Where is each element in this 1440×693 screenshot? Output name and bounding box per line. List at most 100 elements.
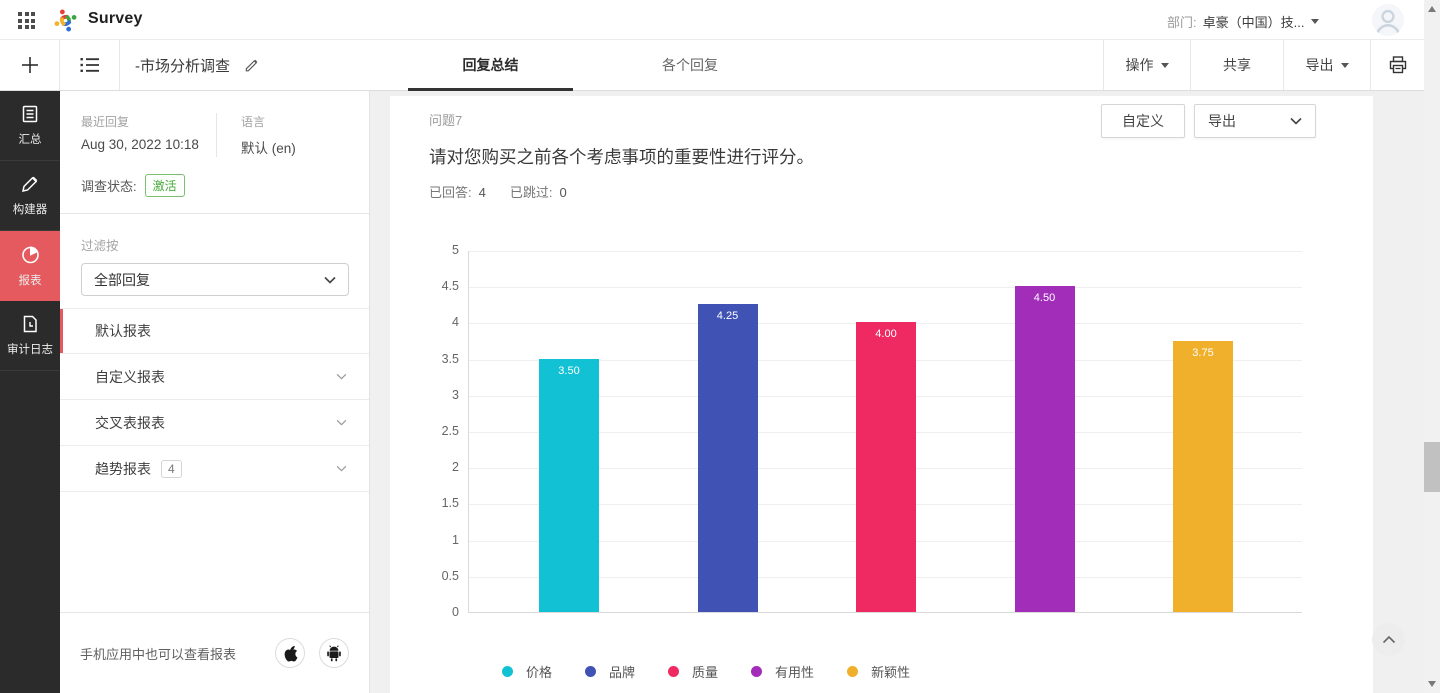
summary-icon (22, 105, 38, 123)
mobile-note: 手机应用中也可以查看报表 (80, 646, 237, 662)
legend-label: 价格 (526, 665, 553, 680)
report-item-default[interactable]: 默认报表 (60, 308, 369, 354)
report-item-label: 交叉表报表 (95, 414, 165, 431)
android-app-button[interactable] (319, 638, 349, 668)
legend-label: 质量 (692, 665, 719, 680)
chart-bar-质量: 4.00 (856, 322, 916, 612)
tab-label: 回复总结 (462, 57, 519, 73)
chart-bar-新颖性: 3.75 (1173, 340, 1233, 612)
report-item-crosstab[interactable]: 交叉表报表 (60, 400, 369, 446)
main-content-area: 问题7 自定义 导出 请对您购买之前各个考虑事项的重要性进行评分。 已回答: 4 已… (370, 91, 1424, 693)
survey-list-button[interactable] (60, 40, 120, 90)
y-axis-tick: 1.5 (441, 496, 459, 511)
sidebar-item-reports[interactable]: 报表 (0, 231, 60, 301)
scrollbar-down-icon[interactable] (1428, 681, 1436, 687)
filter-selected-value: 全部回复 (94, 271, 150, 288)
caret-down-icon (1160, 62, 1169, 68)
mobile-apps-section: 手机应用中也可以查看报表 (60, 612, 369, 693)
chevron-down-icon (324, 276, 336, 284)
tab-response-summary[interactable]: 回复总结 (408, 40, 573, 91)
survey-title-wrap: -市场分析调查 (135, 40, 260, 90)
customize-button[interactable]: 自定义 (1101, 104, 1185, 138)
sidebar-item-audit-log[interactable]: 审计日志 (0, 301, 60, 371)
response-filter-select[interactable]: 全部回复 (81, 263, 349, 296)
chart-legend: 价格 品牌 质量 有用性 新颖性 (502, 662, 910, 681)
plus-icon (21, 57, 38, 73)
sidebar-item-label: 报表 (18, 274, 42, 287)
app-grid-icon[interactable] (18, 12, 35, 29)
answered-value: 4 (478, 185, 486, 200)
question-export-select[interactable]: 导出 (1194, 104, 1316, 138)
sidebar-item-summary[interactable]: 汇总 (0, 91, 60, 161)
share-label: 共享 (1223, 57, 1251, 73)
legend-item-品牌[interactable]: 品牌 (585, 662, 635, 681)
survey-title: -市场分析调查 (135, 57, 230, 75)
apple-icon (284, 645, 297, 662)
chart-bar-品牌: 4.25 (697, 304, 758, 612)
gridline (469, 251, 1302, 252)
new-survey-button[interactable] (0, 40, 60, 90)
question-export-label: 导出 (1208, 113, 1236, 129)
report-item-label: 默认报表 (95, 323, 151, 339)
chart-bar-价格: 3.50 (539, 358, 599, 612)
module-sidebar: 汇总 构建器 报表 审计日志 (0, 91, 60, 693)
avatar[interactable] (1372, 4, 1404, 36)
y-axis-tick: 0 (452, 605, 459, 619)
bar-value-label: 4.25 (716, 310, 739, 323)
caret-down-icon (1311, 19, 1320, 24)
report-item-custom[interactable]: 自定义报表 (60, 354, 369, 400)
question-stats: 已回答: 4 已跳过: 0 (429, 182, 567, 201)
report-item-trend[interactable]: 趋势报表 4 (60, 446, 369, 492)
chevron-up-icon (1382, 635, 1395, 644)
scrollbar-up-icon[interactable] (1428, 6, 1436, 12)
toolbar-actions: 操作 共享 导出 (1103, 40, 1424, 90)
y-axis-tick: 4.5 (441, 279, 459, 294)
scrollbar-thumb[interactable] (1424, 442, 1440, 492)
question-number: 问题7 (429, 113, 463, 128)
bar-value-label: 4.00 (875, 328, 897, 341)
bar-value-label: 4.50 (1033, 292, 1056, 305)
chart-bar-有用性: 4.50 (1014, 286, 1075, 612)
chevron-down-icon (336, 465, 347, 472)
print-button[interactable] (1370, 40, 1424, 90)
legend-dot (847, 666, 859, 677)
tab-individual-responses[interactable]: 各个回复 (595, 40, 785, 90)
page-scrollbar[interactable] (1424, 0, 1440, 693)
legend-item-质量[interactable]: 质量 (668, 662, 718, 681)
app-name: Survey (88, 10, 143, 27)
language-label: 语言 (241, 115, 266, 129)
department-selector[interactable]: 部门: 卓豪（中国）技... (1167, 12, 1320, 31)
question-report-card: 问题7 自定义 导出 请对您购买之前各个考虑事项的重要性进行评分。 已回答: 4 已… (390, 96, 1373, 693)
share-button[interactable]: 共享 (1190, 40, 1283, 90)
top-app-bar: Survey 部门: 卓豪（中国）技... (0, 0, 1424, 40)
y-axis-tick: 0.5 (441, 568, 459, 583)
legend-item-新颖性[interactable]: 新颖性 (847, 662, 910, 681)
report-toolbar: -市场分析调查 回复总结 各个回复 操作 共享 导出 (0, 40, 1424, 91)
legend-dot (751, 666, 763, 677)
ios-app-button[interactable] (275, 638, 305, 668)
operations-menu-button[interactable]: 操作 (1103, 40, 1190, 90)
export-menu-button[interactable]: 导出 (1283, 40, 1370, 90)
report-list: 默认报表 自定义报表 交叉表报表 趋势报表 4 (60, 308, 369, 492)
recent-response-value: Aug 30, 2022 10:18 (81, 137, 199, 152)
survey-logo-icon (52, 7, 79, 39)
chevron-down-icon (336, 373, 347, 380)
audit-log-icon (23, 315, 37, 333)
back-to-top-button[interactable] (1372, 623, 1405, 656)
android-icon (327, 644, 341, 661)
operations-label: 操作 (1125, 57, 1154, 73)
legend-item-价格[interactable]: 价格 (502, 662, 552, 681)
sidebar-item-label: 构建器 (12, 204, 48, 216)
edit-pencil-icon[interactable] (243, 57, 260, 74)
sidebar-item-builder[interactable]: 构建器 (0, 161, 60, 231)
legend-dot (585, 666, 597, 677)
customize-label: 自定义 (1122, 113, 1164, 129)
y-axis-tick: 2 (452, 460, 459, 475)
sidebar-item-label: 汇总 (18, 134, 42, 146)
survey-status-label: 调查状态: (81, 179, 137, 194)
legend-label: 有用性 (775, 665, 815, 680)
trend-report-count-badge: 4 (161, 459, 182, 478)
filter-label: 过滤按 (81, 239, 119, 253)
reports-icon (21, 245, 39, 263)
legend-item-有用性[interactable]: 有用性 (751, 662, 814, 681)
